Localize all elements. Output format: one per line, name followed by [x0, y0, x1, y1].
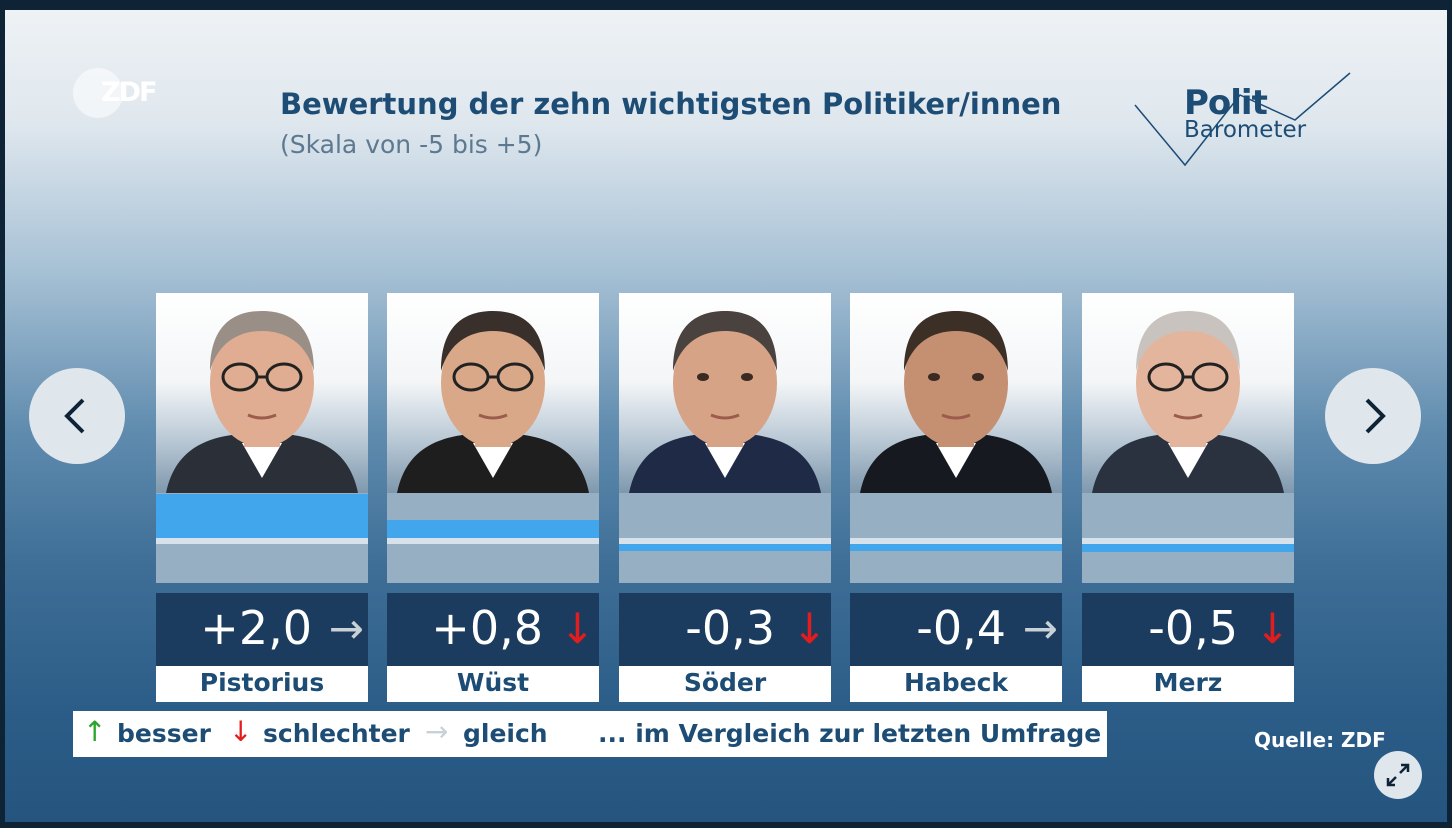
chevron-left-icon: [64, 398, 85, 434]
legend-up-label: besser: [117, 719, 211, 748]
chevron-right-icon: [1365, 398, 1386, 434]
politician-photo: [619, 293, 831, 493]
value-box: -0,4 →: [850, 593, 1062, 666]
bar: [387, 520, 599, 538]
category-label: Habeck: [903, 668, 1009, 697]
bar: [619, 544, 831, 551]
name-box: Pistorius: [156, 666, 368, 702]
politician-photo: [850, 293, 1062, 493]
zdf-logo: ZDF: [73, 68, 173, 120]
chart-subtitle: (Skala von -5 bis +5): [280, 130, 543, 159]
bar: [850, 544, 1062, 551]
barometer-line-icon: [1134, 72, 1351, 167]
bar: [1082, 544, 1294, 552]
zero-line: [387, 538, 599, 544]
category-label: Merz: [1153, 668, 1223, 697]
data-label: -0,4: [916, 601, 1006, 655]
name-box: Merz: [1082, 666, 1294, 702]
name-box: Habeck: [850, 666, 1062, 702]
trend-same-icon: →: [328, 604, 364, 653]
politician-photo: [1082, 293, 1294, 493]
data-label: -0,5: [1148, 601, 1238, 655]
value-box: +2,0 →: [156, 593, 368, 666]
category-label: Pistorius: [199, 668, 325, 697]
infographic-frame: ZDF Bewertung der zehn wichtigsten Polit…: [5, 10, 1447, 822]
legend-note: ... im Vergleich zur letzten Umfrage: [598, 719, 1102, 748]
value-box: +0,8 ↓: [387, 593, 599, 666]
trend-down-icon: ↓: [791, 604, 827, 653]
zero-line: [1082, 538, 1294, 544]
expand-button[interactable]: [1374, 751, 1422, 799]
trend-down-icon: ↓: [559, 604, 595, 653]
zero-line: [619, 538, 831, 544]
category-label: Söder: [683, 668, 767, 697]
trend-down-icon: ↓: [1254, 604, 1290, 653]
expand-icon: [1386, 763, 1410, 787]
next-button[interactable]: [1325, 368, 1421, 464]
value-box: -0,5 ↓: [1082, 593, 1294, 666]
category-label: Wüst: [456, 668, 530, 697]
zero-line: [850, 538, 1062, 544]
bar-track: [1082, 493, 1294, 583]
arrow-up-icon: ↑: [83, 715, 107, 748]
politician-photo: [156, 293, 368, 493]
data-label: +0,8: [431, 601, 543, 655]
data-label: +2,0: [200, 601, 312, 655]
bar-track: [156, 493, 368, 583]
source-label: Quelle: ZDF: [1254, 728, 1386, 752]
trend-same-icon: →: [1022, 604, 1058, 653]
politician-photo: [387, 293, 599, 493]
value-box: -0,3 ↓: [619, 593, 831, 666]
legend-down-label: schlechter: [263, 719, 410, 748]
bar-track: [619, 493, 831, 583]
name-box: Söder: [619, 666, 831, 702]
chart-title: Bewertung der zehn wichtigsten Politiker…: [280, 87, 1062, 121]
arrow-right-icon: →: [425, 715, 449, 748]
bar: [156, 494, 368, 538]
bar-track: [850, 493, 1062, 583]
data-label: -0,3: [685, 601, 775, 655]
bar-track: [387, 493, 599, 583]
legend: ↑ besser ↓ schlechter → gleich ... im Ve…: [73, 711, 1107, 757]
arrow-down-icon: ↓: [229, 715, 253, 748]
previous-button[interactable]: [29, 368, 125, 464]
zero-line: [156, 538, 368, 544]
legend-same-label: gleich: [463, 719, 548, 748]
name-box: Wüst: [387, 666, 599, 702]
politbarometer-logo: Polit Barometer: [1130, 65, 1360, 175]
